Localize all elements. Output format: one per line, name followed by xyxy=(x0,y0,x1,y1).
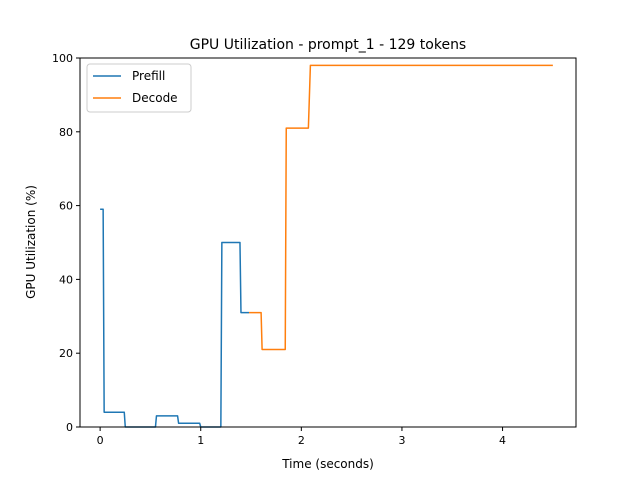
plot-frame xyxy=(79,57,577,428)
x-tick-label: 1 xyxy=(197,434,204,447)
x-tick-label: 4 xyxy=(499,434,506,447)
series-line-prefill xyxy=(100,208,250,428)
legend: Prefill Decode xyxy=(86,63,192,113)
x-tick-label: 2 xyxy=(298,434,305,447)
x-tick-label: 3 xyxy=(398,434,405,447)
y-tick-label: 100 xyxy=(52,52,73,65)
series-line-decode xyxy=(249,64,553,351)
y-tick-label: 40 xyxy=(59,273,73,286)
legend-label-prefill: Prefill xyxy=(132,69,165,83)
plot-area xyxy=(79,57,577,428)
y-tick-label: 60 xyxy=(59,200,73,213)
x-axis-label: Time (seconds) xyxy=(281,457,374,471)
y-axis-ticks: 0 20 40 60 80 100 xyxy=(52,52,80,434)
y-axis-label: GPU Utilization (%) xyxy=(24,185,38,299)
y-tick-label: 80 xyxy=(59,126,73,139)
chart-title: GPU Utilization - prompt_1 - 129 tokens xyxy=(190,37,466,53)
x-tick-label: 0 xyxy=(97,434,104,447)
y-tick-label: 20 xyxy=(59,347,73,360)
series-layer xyxy=(100,64,553,428)
y-tick-label: 0 xyxy=(66,421,73,434)
x-axis-ticks: 0 1 2 3 4 xyxy=(97,427,506,447)
legend-label-decode: Decode xyxy=(132,91,178,105)
